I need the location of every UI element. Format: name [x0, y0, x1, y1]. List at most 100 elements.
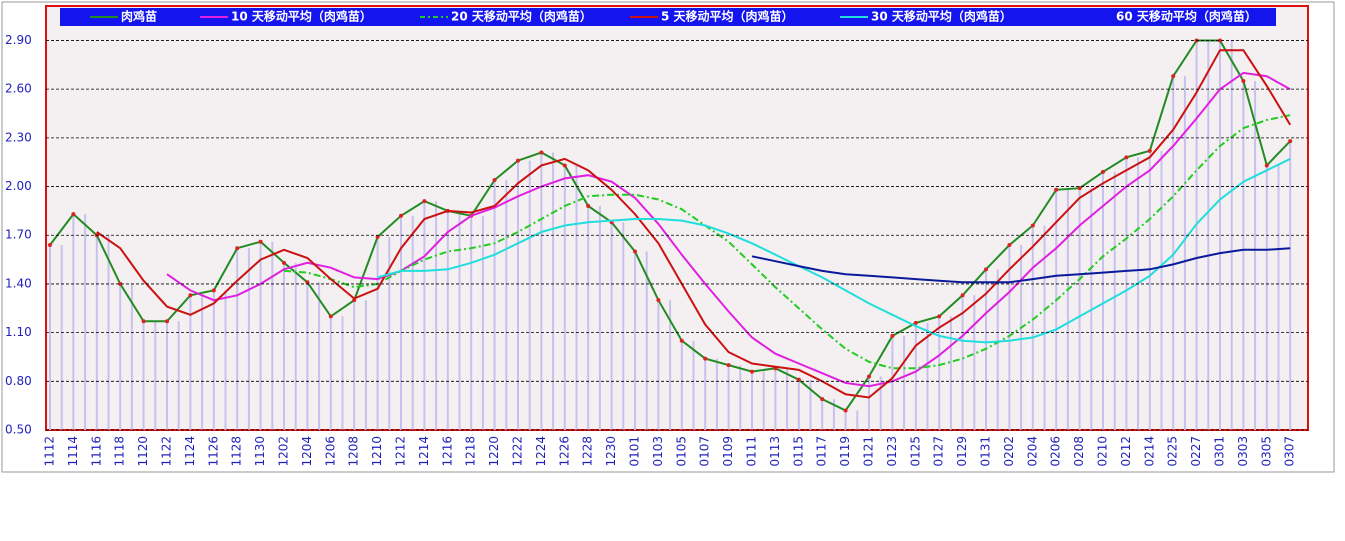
x-tick-label: 0101: [628, 436, 642, 467]
point: [890, 333, 895, 338]
x-tick-label: 1228: [581, 436, 595, 467]
y-tick-label: 1.40: [5, 276, 32, 290]
x-tick-label: 1204: [300, 436, 314, 467]
point: [1030, 223, 1035, 228]
point: [750, 369, 754, 374]
x-tick-label: 0204: [1025, 436, 1039, 467]
legend-label: 10 天移动平均（肉鸡苗）: [231, 9, 372, 24]
point: [492, 178, 497, 183]
y-tick-label: 0.50: [5, 423, 32, 437]
point: [1077, 186, 1082, 191]
point: [726, 363, 731, 368]
x-tick-label: 0206: [1049, 436, 1063, 467]
y-tick-label: 2.00: [5, 179, 32, 193]
legend-label: 5 天移动平均（肉鸡苗）: [661, 9, 794, 24]
x-tick-label: 1124: [183, 436, 197, 467]
x-tick-label: 1230: [604, 436, 618, 467]
x-tick-label: 0123: [885, 436, 899, 467]
point: [1264, 163, 1269, 168]
x-tick-label: 0109: [721, 436, 735, 467]
point: [913, 320, 918, 325]
point: [656, 298, 661, 303]
point: [1218, 38, 1222, 43]
point: [328, 314, 333, 319]
point: [1007, 242, 1012, 247]
point: [305, 280, 310, 285]
x-tick-label: 0214: [1142, 436, 1156, 467]
x-tick-label: 0303: [1236, 436, 1250, 467]
x-tick-label: 1216: [440, 436, 454, 467]
x-tick-label: 1226: [557, 436, 571, 467]
plot-area: [45, 5, 1309, 431]
point: [235, 246, 240, 251]
y-tick-label: 1.10: [5, 325, 32, 339]
point: [71, 212, 76, 217]
x-tick-label: 1112: [43, 436, 57, 467]
point: [1288, 139, 1293, 144]
y-tick-label: 2.30: [5, 130, 32, 144]
series-line: [166, 71, 1291, 388]
x-tick-label: 0115: [791, 436, 805, 467]
x-tick-label: 1212: [394, 436, 408, 467]
point: [282, 260, 286, 265]
x-tick-label: 1220: [487, 436, 501, 467]
point: [165, 319, 169, 324]
y-tick-label: 0.80: [5, 374, 32, 388]
x-tick-label: 1218: [464, 436, 478, 467]
point: [984, 267, 988, 272]
point: [375, 234, 380, 239]
x-tick-label: 0212: [1119, 436, 1133, 467]
point: [796, 377, 801, 382]
x-tick-label: 1206: [323, 436, 337, 467]
x-tick-label: 1214: [417, 436, 431, 467]
x-tick-label: 0125: [908, 436, 922, 467]
x-tick-label: 1116: [89, 436, 103, 467]
x-tick-label: 0301: [1213, 436, 1227, 467]
point: [1241, 79, 1246, 84]
x-tick-label: 1210: [370, 436, 384, 467]
point: [539, 150, 544, 155]
point: [48, 242, 52, 247]
point: [188, 293, 193, 298]
legend-label: 肉鸡苗: [121, 9, 157, 24]
x-tick-label: 0202: [1002, 436, 1016, 467]
x-tick-label: 1202: [277, 436, 291, 467]
point: [633, 249, 637, 254]
point: [118, 281, 123, 286]
x-tick-label: 1208: [347, 436, 361, 467]
y-tick-label: 1.70: [5, 228, 32, 242]
series-line: [283, 114, 1291, 370]
x-tick-label: 1128: [230, 436, 244, 467]
x-tick-label: 0107: [698, 436, 712, 467]
point: [586, 204, 591, 209]
x-tick-label: 1222: [511, 436, 525, 467]
point: [258, 239, 263, 244]
x-tick-label: 0127: [932, 436, 946, 467]
x-tick-label: 0208: [1072, 436, 1086, 467]
x-tick-label: 0129: [955, 436, 969, 467]
point: [562, 163, 567, 168]
x-tick-label: 0131: [979, 436, 993, 467]
x-tick-label: 0121: [862, 436, 876, 467]
x-tick-label: 0105: [674, 436, 688, 467]
point: [1171, 74, 1176, 79]
x-tick-label: 1126: [206, 436, 220, 467]
point: [679, 338, 684, 343]
x-tick-label: 0113: [768, 436, 782, 467]
point: [843, 408, 848, 413]
x-tick-label: 1130: [253, 436, 267, 467]
x-tick-label: 0210: [1096, 436, 1110, 467]
legend-label: 30 天移动平均（肉鸡苗）: [871, 9, 1012, 24]
point: [703, 356, 708, 361]
series-line: [751, 247, 1291, 284]
x-tick-label: 1224: [534, 436, 548, 467]
legend: [60, 8, 1276, 26]
x-tick-label: 1118: [113, 436, 127, 467]
x-tick-label: 1122: [160, 436, 174, 467]
point: [960, 293, 965, 298]
legend-label: 20 天移动平均（肉鸡苗）: [451, 9, 592, 24]
point: [211, 288, 216, 293]
y-tick-label: 2.90: [5, 33, 32, 47]
point: [867, 374, 871, 379]
